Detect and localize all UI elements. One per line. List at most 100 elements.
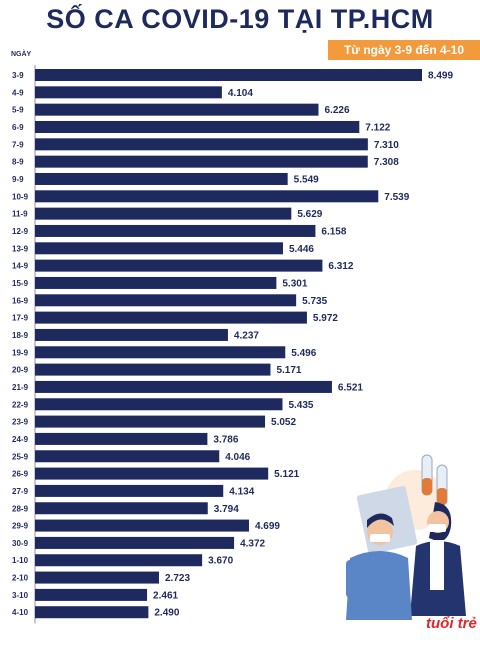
tuoi-tre-logo: tuổi trẻ (426, 615, 477, 632)
bar-value-label: 5.121 (274, 469, 299, 480)
bar-value-label: 2.723 (165, 573, 190, 584)
health-worker-man-icon (346, 513, 412, 620)
category-tick-label: 16-9 (12, 296, 29, 305)
category-tick-label: 19-9 (12, 348, 29, 357)
bar (35, 380, 332, 393)
category-tick-label: 7-9 (12, 140, 24, 149)
bar (35, 450, 220, 463)
bar-value-label: 5.629 (297, 209, 322, 220)
category-tick-label: 8-9 (12, 158, 24, 167)
bar-value-label: 8.499 (428, 71, 453, 82)
bar (35, 259, 323, 272)
bar-value-label: 3.670 (208, 556, 233, 567)
bar-value-label: 5.972 (313, 313, 338, 324)
bar (35, 224, 316, 237)
bar (35, 86, 222, 99)
bar-value-label: 5.549 (294, 174, 319, 185)
category-tick-label: 2-10 (12, 574, 29, 583)
category-tick-label: 23-9 (12, 418, 29, 427)
bar-value-label: 3.794 (214, 504, 239, 515)
bar (35, 484, 224, 497)
bar (35, 294, 297, 307)
category-tick-label: 22-9 (12, 400, 29, 409)
bar-value-label: 7.539 (384, 192, 409, 203)
category-tick-label: 4-9 (12, 88, 24, 97)
bar (35, 588, 148, 601)
category-tick-label: 3-9 (12, 71, 24, 80)
bar (35, 415, 266, 428)
bar-value-label: 5.052 (271, 417, 296, 428)
bar (35, 519, 249, 532)
bar-value-label: 6.158 (321, 226, 346, 237)
bar (35, 190, 379, 203)
category-tick-label: 18-9 (12, 331, 29, 340)
bar (35, 172, 288, 185)
bar-value-label: 3.786 (213, 434, 238, 445)
bar (35, 363, 271, 376)
category-tick-label: 5-9 (12, 106, 24, 115)
bar (35, 536, 235, 549)
bar-value-label: 6.312 (328, 261, 353, 272)
bar (35, 606, 149, 619)
category-tick-label: 20-9 (12, 366, 29, 375)
bar-value-label: 2.461 (153, 590, 178, 601)
bar (35, 502, 208, 515)
category-tick-label: 14-9 (12, 262, 29, 271)
bar (35, 207, 292, 220)
bar (35, 120, 360, 133)
category-tick-label: 30-9 (12, 539, 29, 548)
bar-value-label: 6.521 (338, 382, 363, 393)
bar-value-label: 5.301 (282, 278, 307, 289)
bar-value-label: 7.122 (365, 122, 390, 133)
bar-value-label: 4.372 (240, 538, 265, 549)
category-tick-label: 3-10 (12, 591, 29, 600)
bar-value-label: 4.134 (229, 486, 254, 497)
category-tick-label: 21-9 (12, 383, 29, 392)
bar (35, 432, 208, 445)
category-tick-label: 27-9 (12, 487, 29, 496)
y-axis-label: NGÀY (11, 51, 32, 58)
category-tick-label: 1-10 (12, 556, 29, 565)
bar-value-label: 5.435 (288, 400, 313, 411)
bar (35, 571, 159, 584)
bar (35, 276, 277, 289)
bar (35, 311, 307, 324)
category-tick-label: 11-9 (12, 210, 28, 219)
bar-value-label: 4.237 (234, 330, 259, 341)
category-tick-label: 25-9 (12, 452, 29, 461)
bar-value-label: 6.226 (324, 105, 349, 116)
bar (35, 467, 269, 480)
bar (35, 346, 286, 359)
bar (35, 69, 422, 81)
bar-value-label: 5.496 (291, 348, 316, 359)
health-worker-woman-icon (410, 502, 466, 616)
category-tick-label: 10-9 (12, 192, 29, 201)
category-tick-label: 26-9 (12, 470, 29, 479)
bar-value-label: 5.446 (289, 244, 314, 255)
bar-value-label: 7.310 (374, 140, 399, 151)
bar (35, 103, 319, 116)
category-tick-label: 12-9 (12, 227, 29, 236)
bar (35, 398, 283, 411)
category-tick-label: 9-9 (12, 175, 24, 184)
bar (35, 328, 228, 341)
category-tick-label: 6-9 (12, 123, 24, 132)
category-tick-label: 15-9 (12, 279, 29, 288)
chart-title: SỐ CA COVID-19 TẠI TP.HCM (46, 4, 434, 34)
category-tick-label: 24-9 (12, 435, 29, 444)
bar (35, 138, 368, 151)
bar (35, 554, 203, 567)
bar (35, 155, 368, 168)
date-range-badge: Từ ngày 3-9 đến 4-10 (328, 40, 480, 60)
bar (35, 242, 283, 255)
bar-value-label: 4.699 (255, 521, 280, 532)
bar-value-label: 4.104 (228, 88, 253, 99)
category-tick-label: 29-9 (12, 522, 29, 531)
category-tick-label: 17-9 (12, 314, 29, 323)
bar-value-label: 4.046 (225, 452, 250, 463)
bar-value-label: 7.308 (374, 157, 399, 168)
medical-workers-illustration (346, 454, 466, 620)
category-tick-label: 28-9 (12, 504, 29, 513)
category-tick-label: 4-10 (12, 608, 29, 617)
